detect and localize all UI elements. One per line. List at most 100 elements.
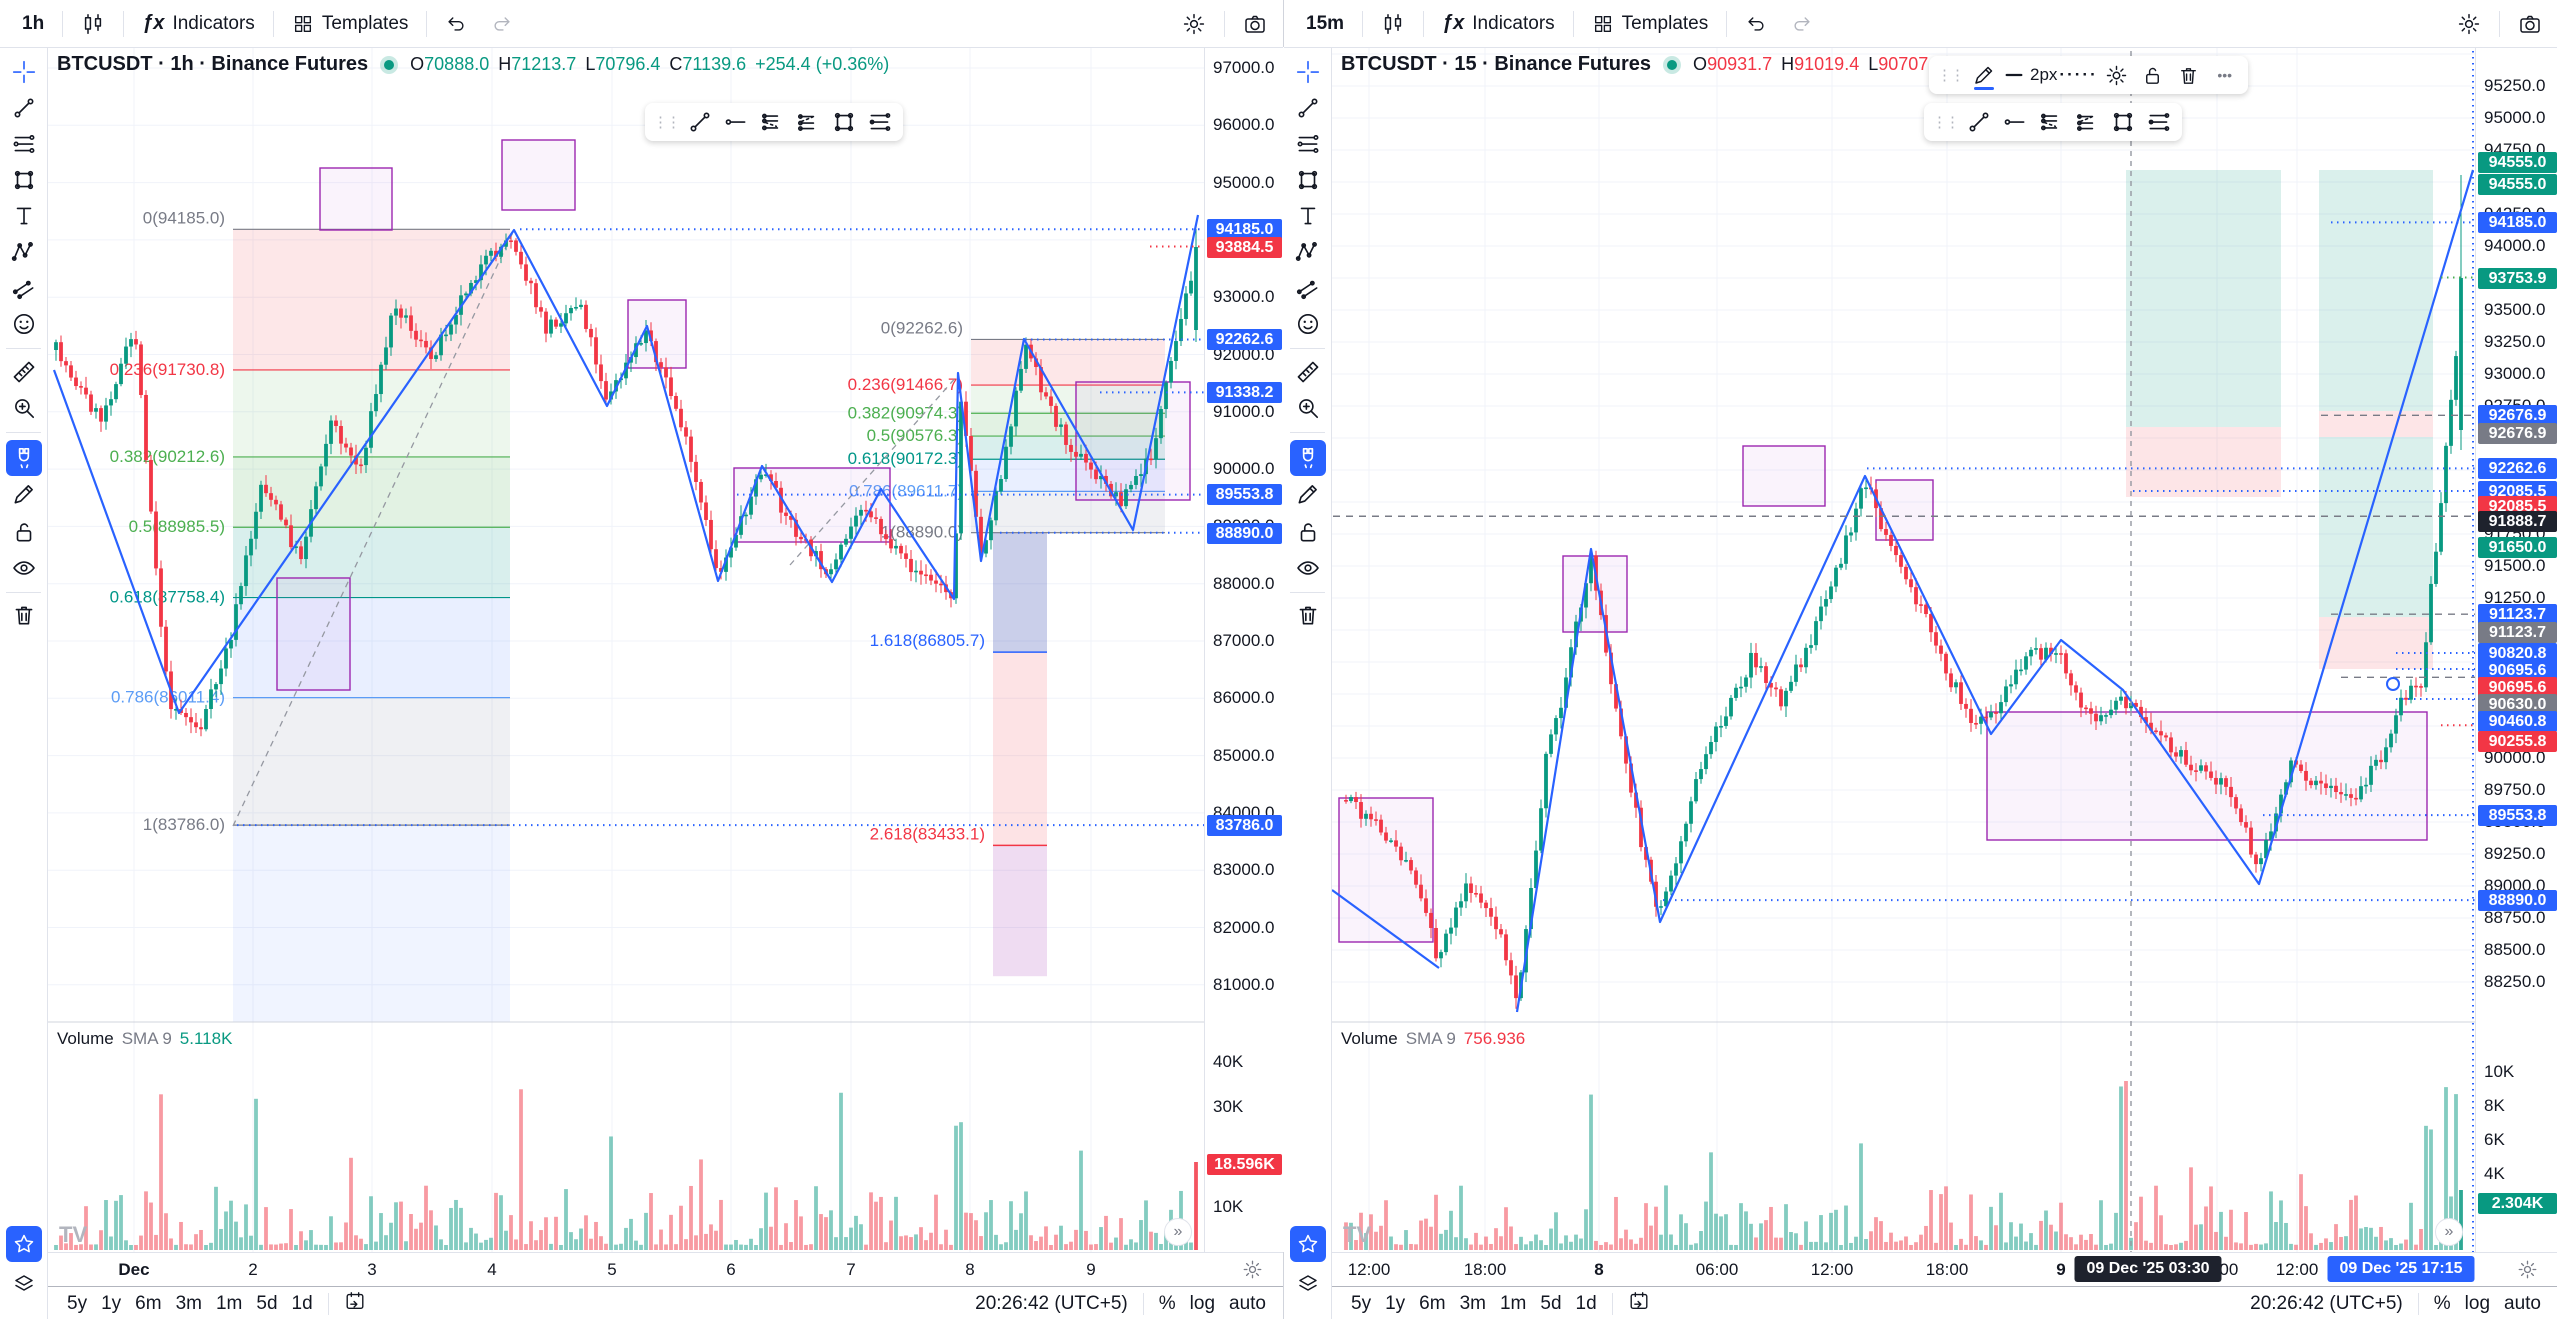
undo-button[interactable] (435, 7, 477, 41)
tradingview-logo[interactable]: TV (1343, 1222, 1372, 1247)
parallel-channel-tool[interactable] (755, 105, 789, 139)
timeframe-button[interactable]: 15m (1306, 12, 1345, 34)
zigzag-trend-line[interactable] (52, 214, 1200, 715)
rectangle-tool[interactable] (2106, 105, 2140, 139)
go-to-date-button[interactable] (337, 1289, 373, 1319)
range-5d-button[interactable]: 5d (256, 1292, 278, 1314)
range-5y-button[interactable]: 5y (67, 1292, 88, 1314)
redo-button[interactable] (1781, 7, 1823, 41)
time-axis-settings-button[interactable] (2517, 1259, 2538, 1285)
symbol-title[interactable]: BTCUSDT · 15 · Binance Futures (1341, 53, 1652, 75)
chart-area[interactable]: BTCUSDT · 15 · Binance Futures O90931.7 H9… (1331, 47, 2475, 1252)
flat-channel-tool[interactable] (791, 105, 825, 139)
horizontal-lines-tool[interactable] (1290, 126, 1326, 162)
percent-scale-button[interactable]: % (1158, 1292, 1176, 1314)
parallel-lines-tool[interactable] (2142, 105, 2176, 139)
favorite-drawings-button[interactable] (5, 1226, 42, 1262)
tradingview-logo[interactable]: TV (59, 1222, 88, 1247)
crosshair-tool[interactable] (1290, 54, 1326, 90)
rectangle-tool[interactable] (1290, 162, 1326, 198)
horizontal-ray-tool[interactable] (719, 105, 753, 139)
templates-button[interactable]: Templates (282, 7, 419, 41)
lock-all-drawings-tool[interactable] (1290, 514, 1326, 550)
parallel-channel-tool[interactable] (6, 270, 42, 306)
maximize-pane-button[interactable]: » (2435, 1218, 2463, 1246)
drag-handle[interactable]: ⋮⋮ (653, 114, 681, 131)
remove-all-drawings-tool[interactable] (6, 597, 42, 633)
indicators-button[interactable]: ƒx Indicators (1432, 6, 1565, 41)
price-marker-circle[interactable] (2386, 677, 2400, 691)
rectangle-tool[interactable] (6, 162, 42, 198)
emoji-tool[interactable] (1290, 306, 1326, 342)
favorite-drawings-button[interactable] (1289, 1226, 1326, 1262)
horizontal-lines-tool[interactable] (6, 126, 42, 162)
range-3m-button[interactable]: 3m (1459, 1292, 1486, 1314)
ruler-tool[interactable] (6, 354, 42, 390)
zoom-in-tool[interactable] (6, 390, 42, 426)
time-axis-settings-button[interactable] (1242, 1259, 1263, 1285)
zone-box[interactable] (2319, 170, 2433, 411)
rectangle-drawing[interactable] (1742, 445, 1826, 507)
emoji-tool[interactable] (6, 306, 42, 342)
drawing-settings-button[interactable] (2100, 58, 2134, 92)
line-style-button[interactable]: ····· (2059, 65, 2098, 84)
indicators-button[interactable]: ƒx Indicators (132, 6, 265, 41)
timeframe-button[interactable]: 1h (22, 12, 45, 34)
zone-box[interactable] (2126, 427, 2281, 497)
drag-handle[interactable]: ⋮⋮ (1932, 114, 1960, 131)
percent-scale-button[interactable]: % (2433, 1292, 2451, 1314)
volume-label[interactable]: Volume (57, 1029, 114, 1048)
zone-box[interactable] (2126, 170, 2281, 427)
trend-line-tool[interactable] (6, 90, 42, 126)
maximize-pane-button[interactable]: » (1164, 1218, 1192, 1246)
redo-button[interactable] (481, 7, 523, 41)
remove-all-drawings-tool[interactable] (1290, 597, 1326, 633)
lock-all-drawings-tool[interactable] (6, 514, 42, 550)
undo-button[interactable] (1735, 7, 1777, 41)
trend-line-tool[interactable] (1962, 105, 1996, 139)
zone-box[interactable] (2319, 617, 2433, 669)
range-1y-button[interactable]: 1y (101, 1292, 122, 1314)
xabcd-pattern-tool[interactable] (1290, 234, 1326, 270)
color-style-button[interactable] (1967, 58, 2001, 92)
flat-channel-tool[interactable] (2070, 105, 2104, 139)
text-tool[interactable] (6, 198, 42, 234)
drag-handle[interactable]: ⋮⋮ (1937, 67, 1965, 84)
time-axis[interactable]: Dec 2 3 4 5 6 7 8 9 (47, 1252, 1283, 1287)
market-status-icon[interactable] (384, 59, 395, 70)
range-3m-button[interactable]: 3m (175, 1292, 202, 1314)
trend-line-tool[interactable] (683, 105, 717, 139)
rectangle-tool[interactable] (827, 105, 861, 139)
snapshot-button[interactable] (1233, 6, 1277, 42)
price-axis[interactable]: 97000.096000.095000.094000.093000.092000… (1204, 47, 1284, 1252)
range-5d-button[interactable]: 5d (1540, 1292, 1562, 1314)
dashed-trend-line[interactable] (789, 374, 959, 566)
rectangle-drawing[interactable] (1338, 797, 1434, 943)
range-1m-button[interactable]: 1m (1499, 1292, 1527, 1314)
object-tree-button[interactable] (1290, 1266, 1326, 1302)
templates-button[interactable]: Templates (1582, 7, 1719, 41)
more-options-button[interactable]: ••• (2217, 67, 2233, 83)
parallel-channel-tool[interactable] (2034, 105, 2068, 139)
rectangle-drawing[interactable] (276, 577, 351, 691)
log-scale-button[interactable]: log (1189, 1292, 1216, 1314)
rectangle-drawing[interactable] (319, 167, 393, 231)
range-1y-button[interactable]: 1y (1385, 1292, 1406, 1314)
range-5y-button[interactable]: 5y (1351, 1292, 1372, 1314)
zone-box[interactable] (2319, 437, 2433, 617)
time-axis[interactable]: 12:0018:00806:0012:0018:00906:0012:0009 … (1331, 1252, 2557, 1287)
range-1d-button[interactable]: 1d (291, 1292, 313, 1314)
horizontal-ray-tool[interactable] (1998, 105, 2032, 139)
hide-all-drawings-tool[interactable] (1290, 550, 1326, 586)
hide-all-drawings-tool[interactable] (6, 550, 42, 586)
range-6m-button[interactable]: 6m (135, 1292, 162, 1314)
go-to-date-button[interactable] (1621, 1289, 1657, 1319)
market-status-icon[interactable] (1667, 59, 1678, 70)
clock[interactable]: 20:26:42 (UTC+5) (2250, 1292, 2403, 1314)
drawing-pencil-tool[interactable] (6, 476, 42, 512)
rectangle-drawing[interactable] (1075, 381, 1191, 501)
zigzag-trend-line[interactable] (1515, 169, 2475, 1013)
lock-drawing-button[interactable] (2136, 58, 2170, 92)
rectangle-drawing[interactable] (501, 139, 576, 211)
snapshot-button[interactable] (2508, 6, 2552, 42)
